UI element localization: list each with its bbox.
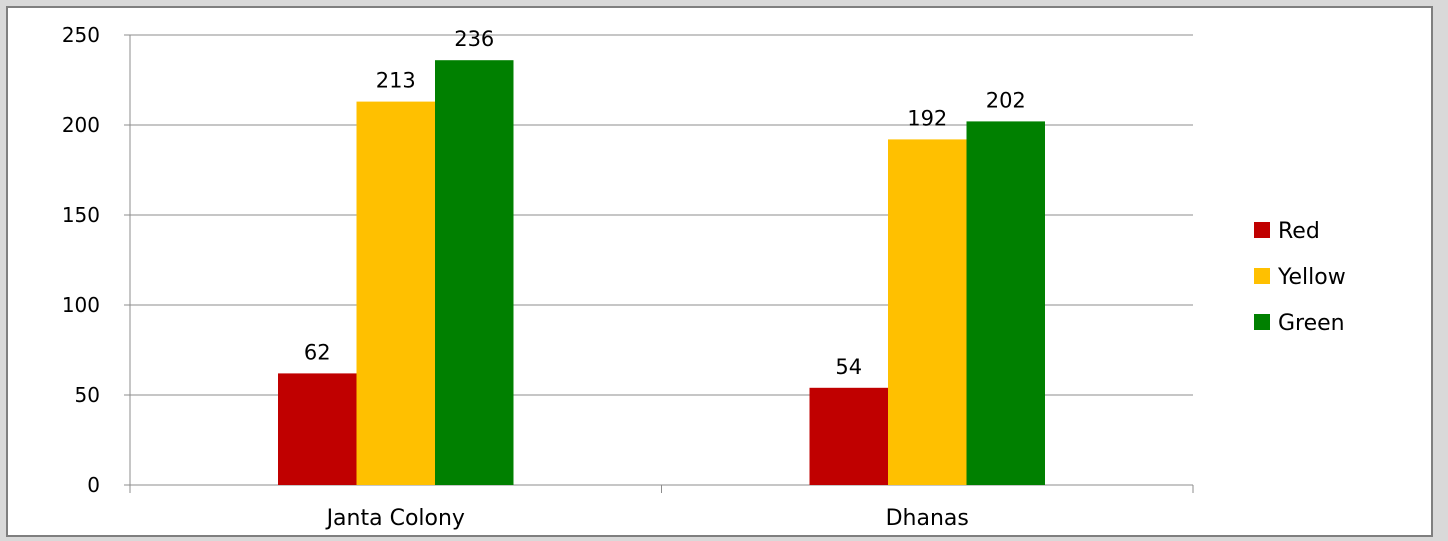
bar-yellow (888, 139, 967, 485)
data-label: 192 (907, 106, 947, 130)
x-tick-label: Dhanas (886, 506, 969, 531)
bar-green (966, 121, 1045, 486)
bar-yellow (356, 101, 435, 485)
bar-red (278, 373, 357, 485)
y-tick-label: 250 (62, 23, 100, 47)
data-label: 54 (835, 355, 862, 379)
legend-label: Green (1278, 311, 1345, 336)
y-tick-label: 200 (62, 113, 100, 137)
bar-red (809, 387, 888, 485)
data-label: 236 (454, 27, 494, 51)
x-tick-label: Janta Colony (325, 506, 465, 531)
legend-label: Yellow (1277, 265, 1346, 290)
bar-green (435, 60, 514, 485)
legend-swatch (1254, 268, 1270, 284)
y-tick-label: 50 (75, 383, 100, 407)
data-label: 213 (376, 69, 416, 93)
data-label: 202 (986, 88, 1026, 112)
data-label: 62 (304, 340, 331, 364)
y-tick-label: 100 (62, 293, 100, 317)
legend-label: Red (1278, 219, 1320, 244)
y-tick-label: 0 (87, 473, 100, 497)
chart-frame: 0 50 100 150 200 250 Janta Colony 62 213 236 Dhana… (6, 6, 1433, 537)
legend-swatch (1254, 222, 1270, 238)
bar-chart: 0 50 100 150 200 250 Janta Colony 62 213 236 Dhana… (62, 23, 1346, 531)
legend-swatch (1254, 314, 1270, 330)
y-tick-label: 150 (62, 203, 100, 227)
